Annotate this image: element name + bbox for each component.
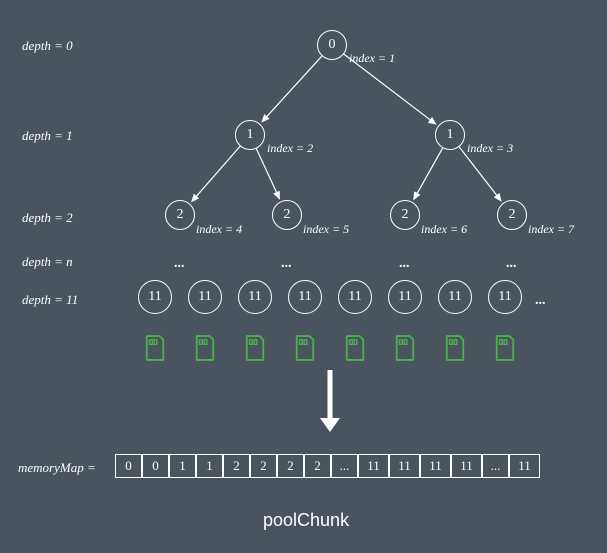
memory-map-cell-7: 2	[304, 454, 331, 478]
leaf-node-1: 11	[188, 280, 222, 314]
memory-map-cell-5: 2	[250, 454, 277, 478]
memory-map-label: memoryMap =	[18, 460, 96, 476]
ellipsis-2: ...	[399, 256, 410, 272]
memory-map-cell-6: 2	[277, 454, 304, 478]
depth-label-1: depth = 1	[22, 128, 73, 144]
depth-label-0: depth = 0	[22, 38, 73, 54]
memory-map-cell-4: 2	[223, 454, 250, 478]
depth-label-2: depth = 2	[22, 210, 73, 226]
ellipsis-3: ...	[506, 256, 517, 272]
memory-map-cell-14: 11	[509, 454, 540, 478]
index-label-n2d: index = 7	[528, 222, 574, 237]
memory-chip-icon	[444, 335, 466, 361]
tree-node-n2c: 2	[390, 200, 420, 230]
leaf-trailing-dots: ...	[535, 293, 546, 309]
memory-map-cell-11: 11	[420, 454, 451, 478]
index-label-n0: index = 1	[349, 51, 395, 66]
memory-map-cell-0: 0	[115, 454, 142, 478]
memory-map-cell-12: 11	[451, 454, 482, 478]
memory-map-cell-2: 1	[169, 454, 196, 478]
ellipsis-1: ...	[281, 256, 292, 272]
memory-map-cell-9: 11	[358, 454, 389, 478]
leaf-node-7: 11	[488, 280, 522, 314]
diagram-canvas: depth = 0 depth = 1 depth = 2 depth = n dept…	[0, 0, 607, 553]
leaf-node-5: 11	[388, 280, 422, 314]
memory-map-cell-3: 1	[196, 454, 223, 478]
memory-map-cell-10: 11	[389, 454, 420, 478]
leaf-node-2: 11	[238, 280, 272, 314]
leaf-node-4: 11	[338, 280, 372, 314]
index-label-n1b: index = 3	[467, 141, 513, 156]
memory-chip-icon	[344, 335, 366, 361]
ellipsis-0: ...	[174, 256, 185, 272]
index-label-n2c: index = 6	[421, 222, 467, 237]
tree-node-n2b: 2	[272, 200, 302, 230]
tree-node-n1a: 1	[235, 120, 265, 150]
memory-map-cell-1: 0	[142, 454, 169, 478]
memory-chip-icon	[244, 335, 266, 361]
memory-chip-icon	[494, 335, 516, 361]
index-label-n2a: index = 4	[196, 222, 242, 237]
memory-chip-icon	[294, 335, 316, 361]
memory-chip-icon	[394, 335, 416, 361]
leaf-node-6: 11	[438, 280, 472, 314]
tree-node-n0: 0	[317, 30, 347, 60]
tree-node-n2d: 2	[497, 200, 527, 230]
diagram-title: poolChunk	[263, 510, 349, 531]
index-label-n2b: index = 5	[303, 222, 349, 237]
leaf-node-3: 11	[288, 280, 322, 314]
depth-label-3: depth = n	[22, 254, 73, 270]
memory-map-cell-8: ...	[331, 454, 358, 478]
memory-chip-icon	[144, 335, 166, 361]
index-label-n1a: index = 2	[267, 141, 313, 156]
memory-map-cell-13: ...	[482, 454, 509, 478]
memory-chip-icon	[194, 335, 216, 361]
leaf-node-0: 11	[138, 280, 172, 314]
tree-node-n1b: 1	[435, 120, 465, 150]
tree-node-n2a: 2	[165, 200, 195, 230]
depth-label-4: depth = 11	[22, 292, 78, 308]
